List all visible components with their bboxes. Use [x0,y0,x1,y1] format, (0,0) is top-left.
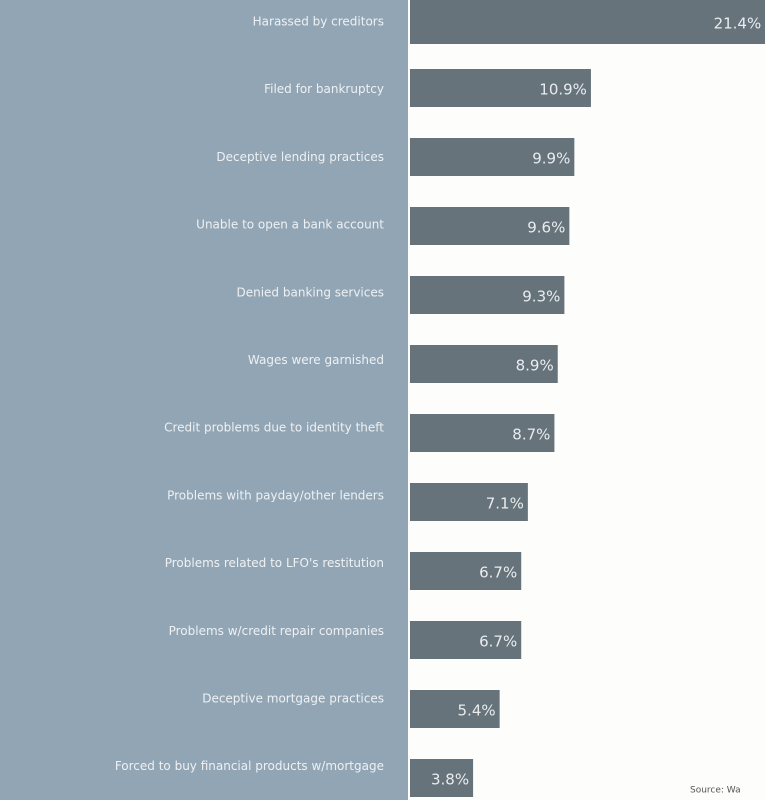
category-label: Harassed by creditors [253,15,384,29]
bar [410,69,591,107]
value-label: 6.7% [479,564,517,582]
category-label: Problems w/credit repair companies [169,624,384,638]
bar [410,690,500,728]
value-label: 5.4% [458,702,496,720]
value-label: 9.6% [527,219,565,237]
bar [410,414,555,452]
category-label: Filed for bankruptcy [264,82,384,96]
category-label: Credit problems due to identity theft [164,421,384,435]
bar [410,483,528,521]
value-label: 7.1% [486,495,524,513]
category-label: Deceptive lending practices [216,150,384,164]
value-label: 6.7% [479,633,517,651]
category-label: Denied banking services [236,285,384,299]
bar [410,207,570,245]
value-label: 10.9% [539,81,587,99]
value-label: 9.9% [532,150,570,168]
label-panel [0,0,408,800]
bar [410,552,522,590]
value-label: 3.8% [431,771,469,789]
value-label: 8.7% [512,426,550,444]
bar [410,0,765,44]
bar [410,621,522,659]
value-label: 9.3% [522,288,560,306]
value-label: 8.9% [516,357,554,375]
category-label: Wages were garnished [248,353,384,367]
bar [410,345,558,383]
category-label: Unable to open a bank account [196,218,384,232]
bar [410,138,575,176]
bar [410,759,474,797]
bar [410,276,565,314]
category-label: Problems related to LFO's restitution [165,556,384,570]
source-note: Source: Wa [690,786,741,796]
category-label: Forced to buy financial products w/mortg… [115,759,384,773]
category-label: Problems with payday/other lenders [167,488,384,502]
value-label: 21.4% [714,15,762,33]
category-label: Deceptive mortgage practices [202,692,384,706]
